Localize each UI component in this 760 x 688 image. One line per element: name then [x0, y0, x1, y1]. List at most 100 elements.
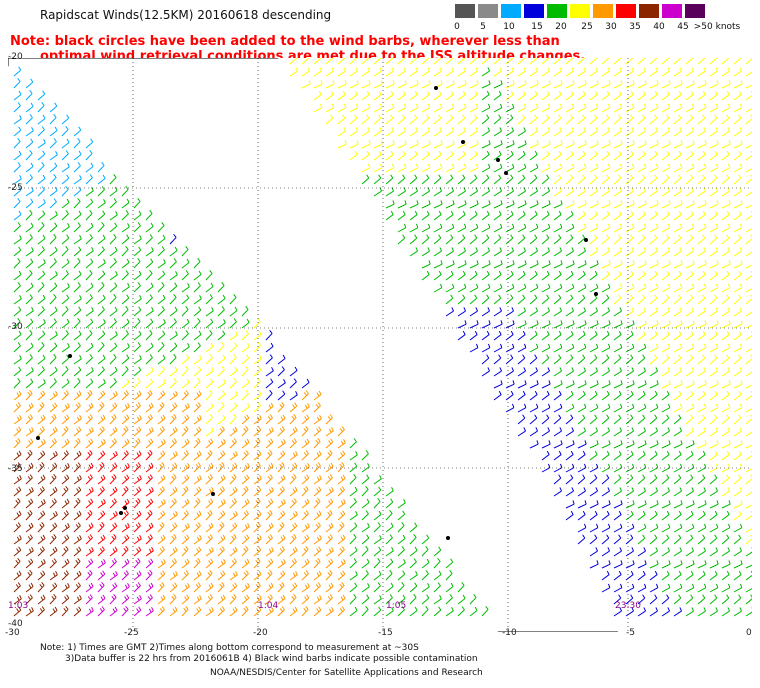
wind-barb [25, 222, 34, 233]
wind-barb [649, 58, 658, 65]
wind-barb [577, 294, 586, 305]
wind-barb [73, 330, 82, 341]
wind-barb [97, 281, 105, 293]
wind-barb [145, 389, 153, 401]
wind-barb [577, 500, 587, 509]
wind-barb [517, 380, 527, 389]
wind-barb [697, 403, 707, 413]
wind-barb [13, 197, 21, 209]
wind-barb [589, 234, 598, 245]
wind-barb [217, 390, 226, 401]
wind-barb [361, 67, 371, 77]
wind-barb [721, 330, 730, 341]
wind-barb [637, 500, 647, 509]
wind-barb [253, 426, 262, 437]
wind-barb [661, 90, 670, 101]
wind-barb [661, 414, 670, 425]
wind-barb [601, 67, 611, 77]
wind-barb [49, 426, 58, 437]
wind-barb [37, 161, 45, 173]
wind-barb [169, 413, 177, 425]
wind-barb [145, 282, 154, 293]
wind-barb [685, 380, 695, 389]
wind-barb [277, 450, 286, 461]
wind-barb [373, 140, 383, 149]
wind-barb [37, 199, 46, 209]
wind-barb [457, 294, 466, 305]
wind-barb [565, 463, 575, 473]
wind-barb [253, 330, 262, 341]
wind-barb [157, 390, 166, 401]
wind-barb [469, 163, 479, 173]
wind-barb [457, 210, 466, 221]
wind-barb [577, 474, 586, 485]
wind-barb [637, 163, 647, 173]
wind-barb [205, 307, 214, 317]
wind-barb [157, 330, 166, 341]
wind-barb [205, 269, 213, 281]
wind-barb [613, 463, 623, 473]
wind-barb [205, 427, 214, 437]
legend-label: 5 [480, 22, 486, 32]
wind-barb [529, 307, 539, 317]
wind-barb [625, 163, 635, 173]
wind-barb [637, 294, 646, 305]
wind-barb [97, 401, 105, 413]
wind-barb [337, 439, 346, 449]
wind-barb [685, 58, 694, 65]
contamination-circle [496, 158, 500, 162]
wind-barb [409, 200, 419, 209]
wind-barb [193, 497, 201, 509]
wind-barb [709, 294, 718, 305]
wind-barb [721, 270, 730, 281]
wind-barb [301, 463, 310, 473]
wind-barb [493, 140, 503, 149]
wind-barb [181, 283, 190, 293]
wind-barb [613, 270, 622, 281]
wind-barb [61, 485, 69, 497]
wind-barb [529, 210, 538, 221]
wind-barb [277, 474, 286, 485]
wind-barb [25, 462, 34, 473]
wind-barb [577, 163, 587, 173]
wind-barb [241, 485, 249, 497]
wind-barb [673, 67, 683, 77]
wind-barb [517, 294, 526, 305]
wind-barb [517, 330, 526, 341]
footnote-line-1: Note: 1) Times are GMT 2)Times along bot… [40, 643, 419, 653]
legend-swatch [685, 4, 705, 18]
wind-barb [85, 294, 93, 305]
wind-barb [433, 234, 442, 245]
wind-barb [217, 474, 226, 485]
wind-barb [25, 269, 33, 281]
wind-barb [13, 366, 22, 377]
wind-barb [529, 260, 539, 269]
wind-barb [469, 307, 479, 317]
wind-barb [529, 80, 539, 89]
wind-barb [49, 271, 58, 281]
wind-barb [301, 67, 311, 77]
wind-barb [133, 257, 141, 269]
wind-barb [373, 80, 383, 89]
wind-barb [337, 103, 347, 113]
wind-barb [661, 260, 671, 269]
wind-barb [481, 140, 491, 149]
wind-barb [541, 463, 551, 473]
wind-barb [301, 378, 310, 389]
wind-barb [469, 330, 478, 341]
wind-barb [601, 270, 610, 281]
wind-barb [337, 510, 346, 521]
wind-barb [481, 343, 491, 353]
wind-barb [61, 403, 70, 413]
wind-barb [325, 80, 335, 89]
wind-barb [301, 414, 310, 425]
wind-barb [541, 200, 551, 209]
wind-barb [745, 264, 752, 269]
wind-barb [685, 510, 694, 521]
wind-barb [253, 355, 262, 365]
wind-barb [361, 474, 370, 485]
wind-barb [181, 463, 190, 473]
wind-barb [625, 320, 635, 329]
wind-barb [193, 270, 202, 281]
wind-barb [697, 174, 706, 185]
